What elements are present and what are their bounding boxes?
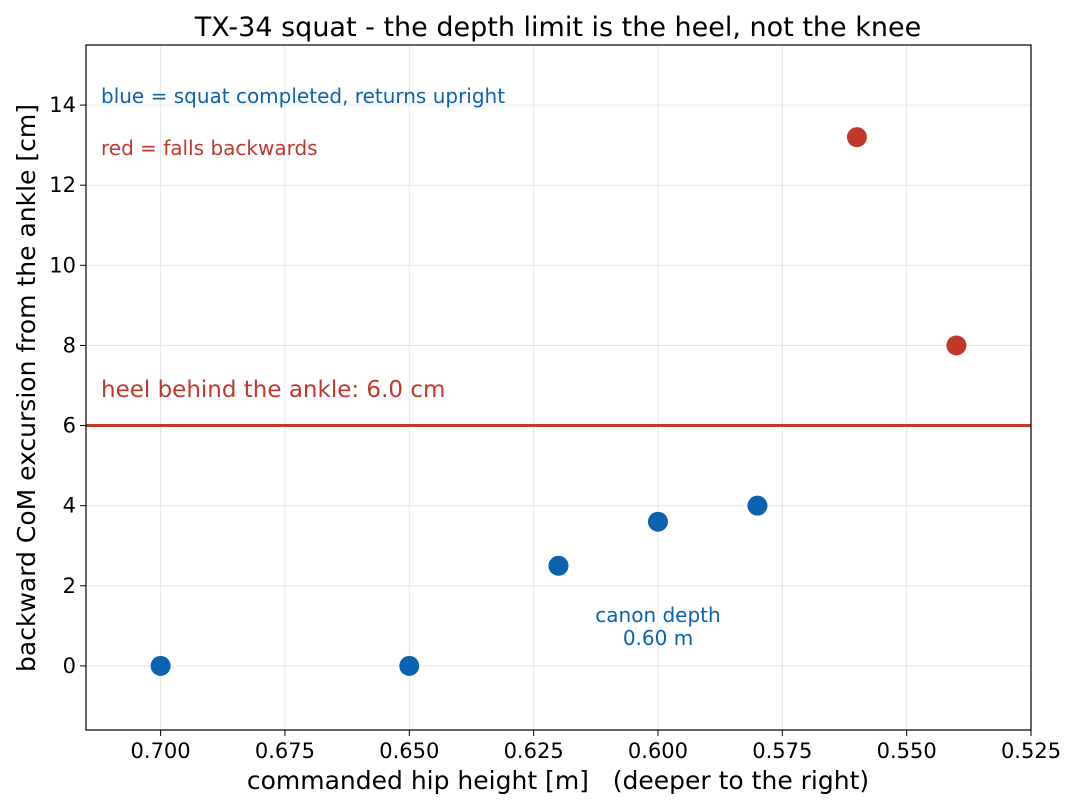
data-point-s0-4 (747, 495, 768, 516)
y-tick-label-3: 6 (63, 414, 76, 438)
ticks: 0.700 0.675 0.650 0.625 0.600 0.575 0.550 0.525… (49, 93, 1061, 763)
legend-note-completed: blue = squat completed, returns upright (101, 84, 505, 108)
x-tick-label-6: 0.550 (877, 739, 937, 763)
chart-title: TX-34 squat - the depth limit is the hee… (194, 12, 921, 43)
y-tick-label-5: 10 (49, 253, 76, 277)
annotation-canon-depth-value: 0.60 m (623, 626, 693, 650)
data-point-s0-2 (548, 555, 569, 576)
x-axis-label: commanded hip height [m] (deeper to the … (247, 766, 869, 795)
y-tick-label-0: 0 (63, 654, 76, 678)
y-tick-label-4: 8 (63, 333, 76, 357)
x-tick-label-3: 0.625 (504, 739, 564, 763)
data-point-s0-1 (399, 655, 420, 676)
x-tick-label-7: 0.525 (1001, 739, 1061, 763)
x-tick-label-0: 0.700 (131, 739, 191, 763)
data-points (150, 127, 967, 676)
data-point-s0-3 (647, 511, 668, 532)
x-tick-label-5: 0.575 (752, 739, 812, 763)
reference-line-label: heel behind the ankle: 6.0 cm (101, 377, 445, 403)
y-axis-label: backward CoM excursion from the ankle [c… (12, 104, 41, 672)
y-tick-label-2: 4 (63, 494, 76, 518)
x-tick-label-2: 0.650 (379, 739, 439, 763)
data-point-s1-0 (846, 127, 867, 148)
y-tick-label-1: 2 (63, 574, 76, 598)
axes (85, 44, 1032, 731)
data-point-s1-1 (946, 335, 967, 356)
legend-note-falls: red = falls backwards (101, 136, 318, 160)
annotation-canon-depth: canon depth (595, 603, 720, 627)
y-tick-label-6: 12 (49, 173, 76, 197)
plot-frame (85, 44, 1032, 731)
y-tick-label-7: 14 (49, 93, 76, 117)
x-tick-label-4: 0.600 (628, 739, 688, 763)
data-point-s0-0 (150, 655, 171, 676)
x-tick-label-1: 0.675 (255, 739, 315, 763)
